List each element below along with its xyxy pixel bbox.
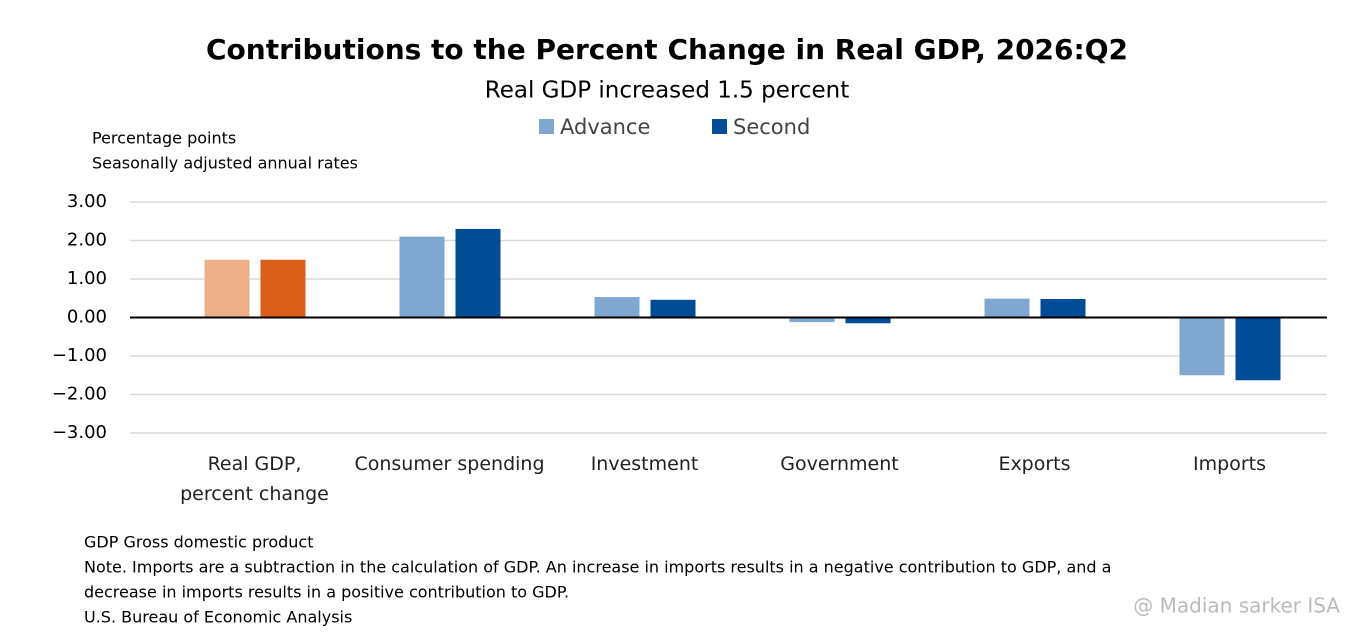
legend-swatch	[712, 119, 727, 134]
bar	[845, 317, 891, 324]
x-tick-label: Investment	[590, 453, 699, 475]
x-tick-label: Real GDP, percent change	[180, 453, 329, 505]
note: decrease in imports results in a positiv…	[84, 583, 569, 602]
note: GDP Gross domestic product	[84, 533, 313, 552]
y-tick-label: −1.00	[52, 345, 107, 366]
legend-label: Second	[733, 115, 810, 139]
x-tick-label: Imports	[1193, 453, 1266, 475]
bar	[1235, 317, 1281, 381]
bar	[594, 297, 640, 318]
chart-title: Contributions to the Percent Change in R…	[206, 33, 1128, 66]
y-tick-label: −2.00	[52, 384, 107, 405]
y-tick-label: 1.00	[67, 268, 107, 289]
bar	[984, 298, 1030, 318]
bar	[399, 236, 445, 318]
bar	[204, 259, 250, 318]
y-tick-label: −3.00	[52, 422, 107, 443]
bar	[650, 299, 696, 318]
legend-label: Advance	[560, 115, 650, 139]
y-tick-label: 3.00	[67, 191, 107, 212]
watermark: @ Madian sarker ISA	[1133, 594, 1340, 618]
x-tick-label: Exports	[998, 453, 1071, 475]
x-tick-label: Consumer spending	[354, 453, 545, 475]
bar	[1179, 317, 1225, 376]
note: Note. Imports are a subtraction in the c…	[84, 558, 1111, 577]
legend-swatch	[539, 119, 554, 134]
chart-subtitle: Real GDP increased 1.5 percent	[485, 78, 849, 104]
bar	[455, 228, 501, 318]
note: U.S. Bureau of Economic Analysis	[84, 608, 352, 627]
bar	[260, 259, 306, 318]
y-axis-label: Percentage points	[92, 129, 236, 148]
y-tick-label: 2.00	[67, 230, 107, 251]
y-tick-label: 0.00	[67, 307, 107, 328]
bar	[1040, 299, 1086, 318]
y-axis-label: Seasonally adjusted annual rates	[92, 154, 358, 173]
x-tick-label: Government	[780, 453, 899, 475]
bar	[789, 317, 835, 323]
